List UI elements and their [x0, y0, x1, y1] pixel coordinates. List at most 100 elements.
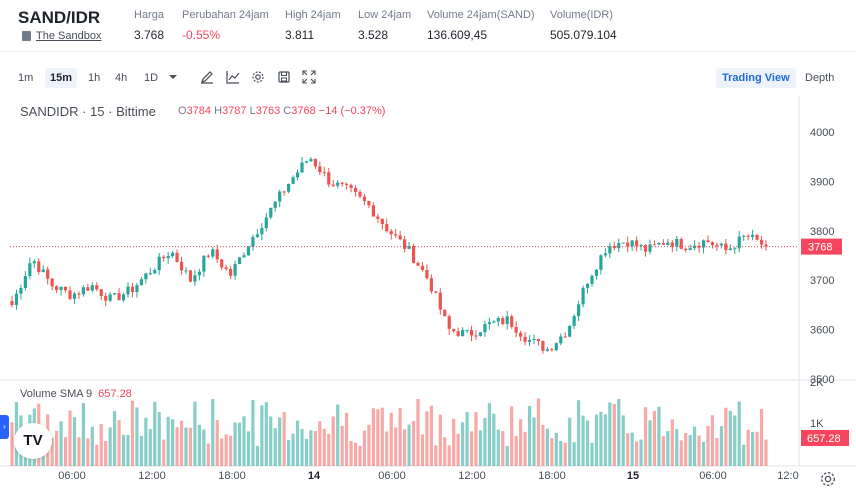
- fullscreen-icon[interactable]: [302, 70, 316, 84]
- candle-body: [371, 205, 375, 217]
- candle-body: [202, 255, 206, 272]
- ohlc-change: −14 (−0.37%): [318, 105, 386, 117]
- candle-body: [90, 285, 94, 291]
- candle-body: [206, 255, 210, 257]
- candle-down: [710, 241, 715, 249]
- candle-down: [764, 240, 768, 251]
- candle-up: [742, 234, 746, 242]
- interval-1m[interactable]: 1m: [18, 72, 34, 84]
- volume-bars: [10, 398, 768, 466]
- candle-body: [403, 239, 407, 249]
- volume-bar: [416, 399, 420, 466]
- candle-up: [594, 269, 599, 280]
- candle-body: [443, 309, 447, 317]
- candle-down: [331, 179, 335, 188]
- volume-bar: [157, 412, 161, 466]
- volume-bar: [617, 399, 621, 466]
- candle-body: [545, 349, 549, 351]
- candle-down: [411, 243, 416, 264]
- candle-up: [166, 251, 170, 264]
- candle-body: [635, 240, 639, 246]
- candle-body: [438, 292, 442, 310]
- settings-icon[interactable]: [251, 70, 265, 84]
- volume-bar: [86, 438, 90, 466]
- volume-bar: [487, 403, 491, 466]
- volume-bar: [126, 434, 130, 466]
- volume-bar: [443, 437, 447, 466]
- candle-up: [465, 329, 469, 334]
- stat-value: 3.811: [285, 28, 315, 42]
- candle-up: [144, 272, 148, 284]
- volume-bar: [764, 439, 768, 466]
- draw-icon[interactable]: [200, 70, 214, 84]
- candle-body: [220, 259, 224, 268]
- candle-body: [41, 269, 45, 273]
- price-chart[interactable]: 4000 3900 3800 3700 3600 3500 2K 1K 06:00 12:00 18…: [0, 96, 856, 489]
- candle-up: [246, 245, 251, 256]
- y-tick-label: 3800: [810, 226, 834, 238]
- candle-down: [429, 274, 433, 294]
- volume-bar: [77, 437, 81, 466]
- interval-15m[interactable]: 15m: [45, 68, 78, 88]
- volume-bar: [282, 412, 286, 466]
- candle-up: [126, 282, 130, 298]
- candle-up: [688, 244, 692, 251]
- stat-value: -0.55%: [182, 28, 221, 42]
- volume-bar: [59, 421, 63, 466]
- candle-body: [541, 341, 545, 351]
- candle-body: [652, 244, 657, 246]
- volume-bar: [327, 433, 331, 466]
- candle-body: [706, 240, 710, 243]
- candle-down: [684, 247, 688, 253]
- candle-down: [474, 330, 478, 340]
- ohlc-low: 3763: [255, 105, 281, 117]
- volume-bar: [697, 435, 701, 466]
- depth-button[interactable]: Depth: [805, 72, 835, 84]
- candle-body: [23, 276, 27, 288]
- volume-bar: [568, 417, 572, 466]
- volume-bar: [407, 424, 411, 466]
- candle-down: [501, 315, 505, 326]
- candle-up: [336, 180, 340, 189]
- candle-down: [282, 190, 286, 196]
- candle-body: [260, 228, 264, 235]
- candle-down: [398, 230, 402, 241]
- interval-1d[interactable]: 1D: [144, 72, 159, 84]
- candle-body: [661, 243, 665, 245]
- expand-panel-tab[interactable]: ›: [0, 415, 9, 439]
- volume-bar: [536, 398, 541, 466]
- volume-bar: [309, 430, 313, 466]
- axis-settings-icon[interactable]: [819, 470, 837, 488]
- candle-down: [229, 265, 233, 280]
- x-tick-label: 14: [308, 470, 321, 482]
- stat-high: High 24jam 3.811: [285, 9, 341, 42]
- coin-name[interactable]: The Sandbox: [36, 30, 102, 42]
- candle-up: [90, 282, 94, 293]
- candle-up: [719, 242, 723, 249]
- candle-body: [242, 255, 246, 258]
- candle-up: [545, 347, 549, 352]
- volume-bar: [755, 431, 759, 466]
- candle-body: [559, 336, 563, 344]
- trading-view-button[interactable]: Trading View: [716, 68, 796, 88]
- candle-body: [572, 316, 576, 326]
- volume-bar: [237, 422, 242, 466]
- candle-down: [452, 328, 456, 333]
- candle-body: [229, 269, 233, 276]
- indicators-icon[interactable]: [226, 70, 240, 84]
- candle-body: [429, 278, 433, 292]
- document-icon: [22, 31, 31, 41]
- volume-bar: [510, 406, 514, 466]
- save-icon[interactable]: [277, 70, 291, 84]
- candle-body: [648, 244, 652, 252]
- interval-4h[interactable]: 4h: [115, 72, 128, 84]
- coin-link[interactable]: The Sandbox: [22, 30, 101, 42]
- volume-sma-value: 657.28: [98, 388, 132, 400]
- candle-down: [179, 256, 184, 275]
- volume-bar: [483, 418, 487, 466]
- volume-bar: [224, 434, 228, 466]
- chevron-down-icon[interactable]: [168, 73, 178, 81]
- candle-body: [362, 196, 367, 202]
- interval-1h[interactable]: 1h: [88, 72, 101, 84]
